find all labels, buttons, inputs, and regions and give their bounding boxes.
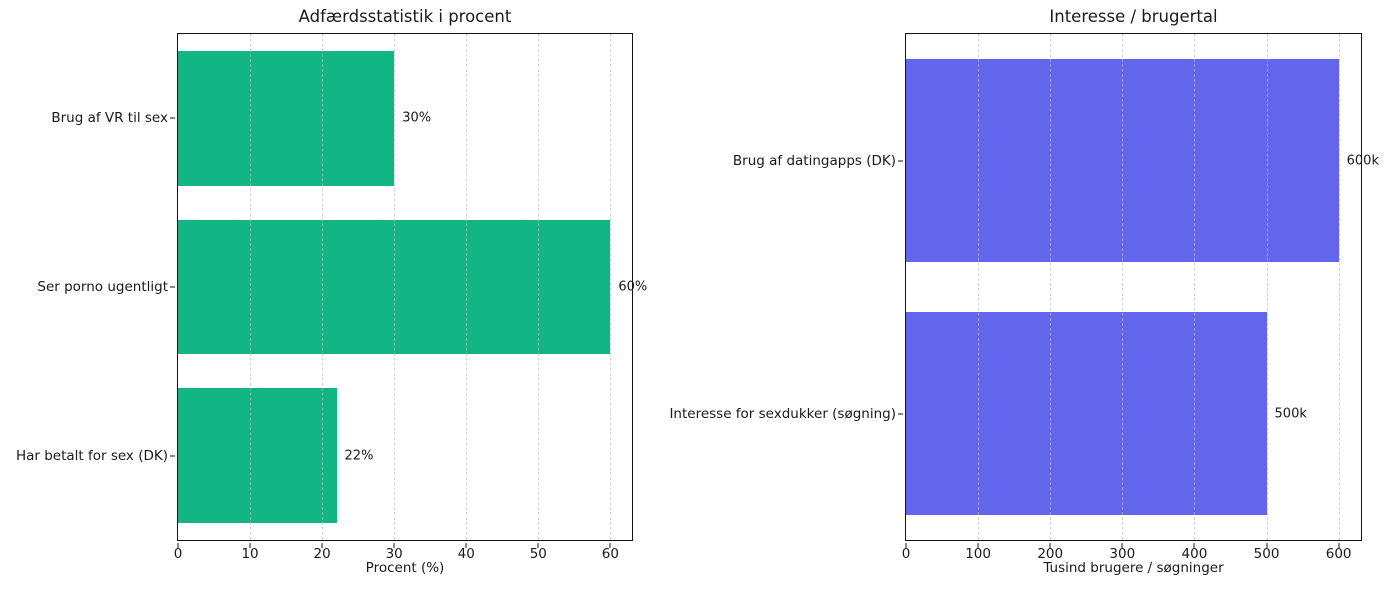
bar-value-label: 600k: [1346, 153, 1379, 168]
x-tick-label: 40: [457, 546, 475, 562]
gridline: [466, 34, 468, 540]
x-axis-label: Tusind brugere / søgninger: [1043, 560, 1224, 576]
chart-title: Interesse / brugertal: [1049, 7, 1218, 26]
gridline: [322, 34, 324, 540]
x-tick-label: 500: [1253, 546, 1280, 562]
gridline: [1266, 34, 1268, 540]
plot-area: Brug af VR til sex 30% Ser porno ugentligt…: [16, 33, 647, 562]
category-label: Interesse for sexdukker (søgning): [669, 405, 896, 422]
y-tick: [898, 160, 903, 161]
gridline: [1122, 34, 1124, 540]
x-tick-label: 30: [385, 546, 403, 562]
gridline: [978, 34, 980, 540]
chart-title: Adfærdsstatistik i procent: [298, 7, 512, 26]
bar-value-label: 60%: [618, 279, 648, 295]
gridline: [1194, 34, 1196, 540]
y-tick: [898, 413, 903, 414]
x-axis-label: Procent (%): [365, 560, 445, 576]
bar-value-label: 22%: [344, 448, 374, 464]
x-tick: [321, 543, 323, 548]
x-tick: [1121, 543, 1123, 548]
x-tick: [609, 543, 611, 548]
category-label: Brug af datingapps (DK): [732, 152, 896, 169]
gridline: [1050, 34, 1052, 540]
x-tick: [1049, 543, 1051, 548]
gridline: [250, 34, 252, 540]
x-tick-label: 0: [901, 546, 911, 562]
bar: [178, 388, 337, 524]
x-tick-label: 100: [965, 546, 991, 562]
x-tick: [393, 543, 395, 548]
x-tick-label: 20: [313, 546, 331, 562]
x-tick: [905, 543, 907, 548]
x-tick: [1193, 543, 1195, 548]
category-label: Har betalt for sex (DK): [15, 447, 168, 464]
category-label: Ser porno ugentligt: [37, 279, 168, 295]
x-tick-label: 50: [529, 546, 547, 562]
y-tick: [170, 286, 175, 288]
x-tick: [1338, 543, 1340, 548]
x-tick-label: 60: [601, 546, 619, 562]
category-label: Brug af VR til sex: [51, 110, 168, 127]
x-tick-label: 600: [1325, 546, 1352, 562]
bar: [906, 312, 1267, 515]
y-tick: [170, 455, 175, 457]
x-tick: [1266, 543, 1268, 548]
x-tick-label: 200: [1037, 546, 1064, 562]
x-tick-label: 0: [173, 546, 183, 562]
gridline: [1338, 34, 1340, 540]
x-tick: [177, 543, 179, 548]
plot-area: Brug af datingapps (DK) 600k Interesse for…: [669, 33, 1379, 562]
gridline: [538, 34, 540, 540]
x-tick-label: 10: [241, 546, 259, 562]
gridline: [394, 34, 396, 540]
bar-value-label: 30%: [402, 110, 432, 126]
x-tick: [465, 543, 467, 548]
x-tick-label: 300: [1109, 546, 1136, 562]
x-tick: [249, 543, 251, 548]
bar-value-label: 500k: [1274, 406, 1307, 421]
bar: [178, 50, 395, 186]
gridline: [610, 34, 612, 540]
y-tick: [170, 117, 175, 119]
x-tick-label: 400: [1181, 546, 1208, 562]
x-tick: [977, 543, 979, 548]
x-tick: [537, 543, 539, 548]
